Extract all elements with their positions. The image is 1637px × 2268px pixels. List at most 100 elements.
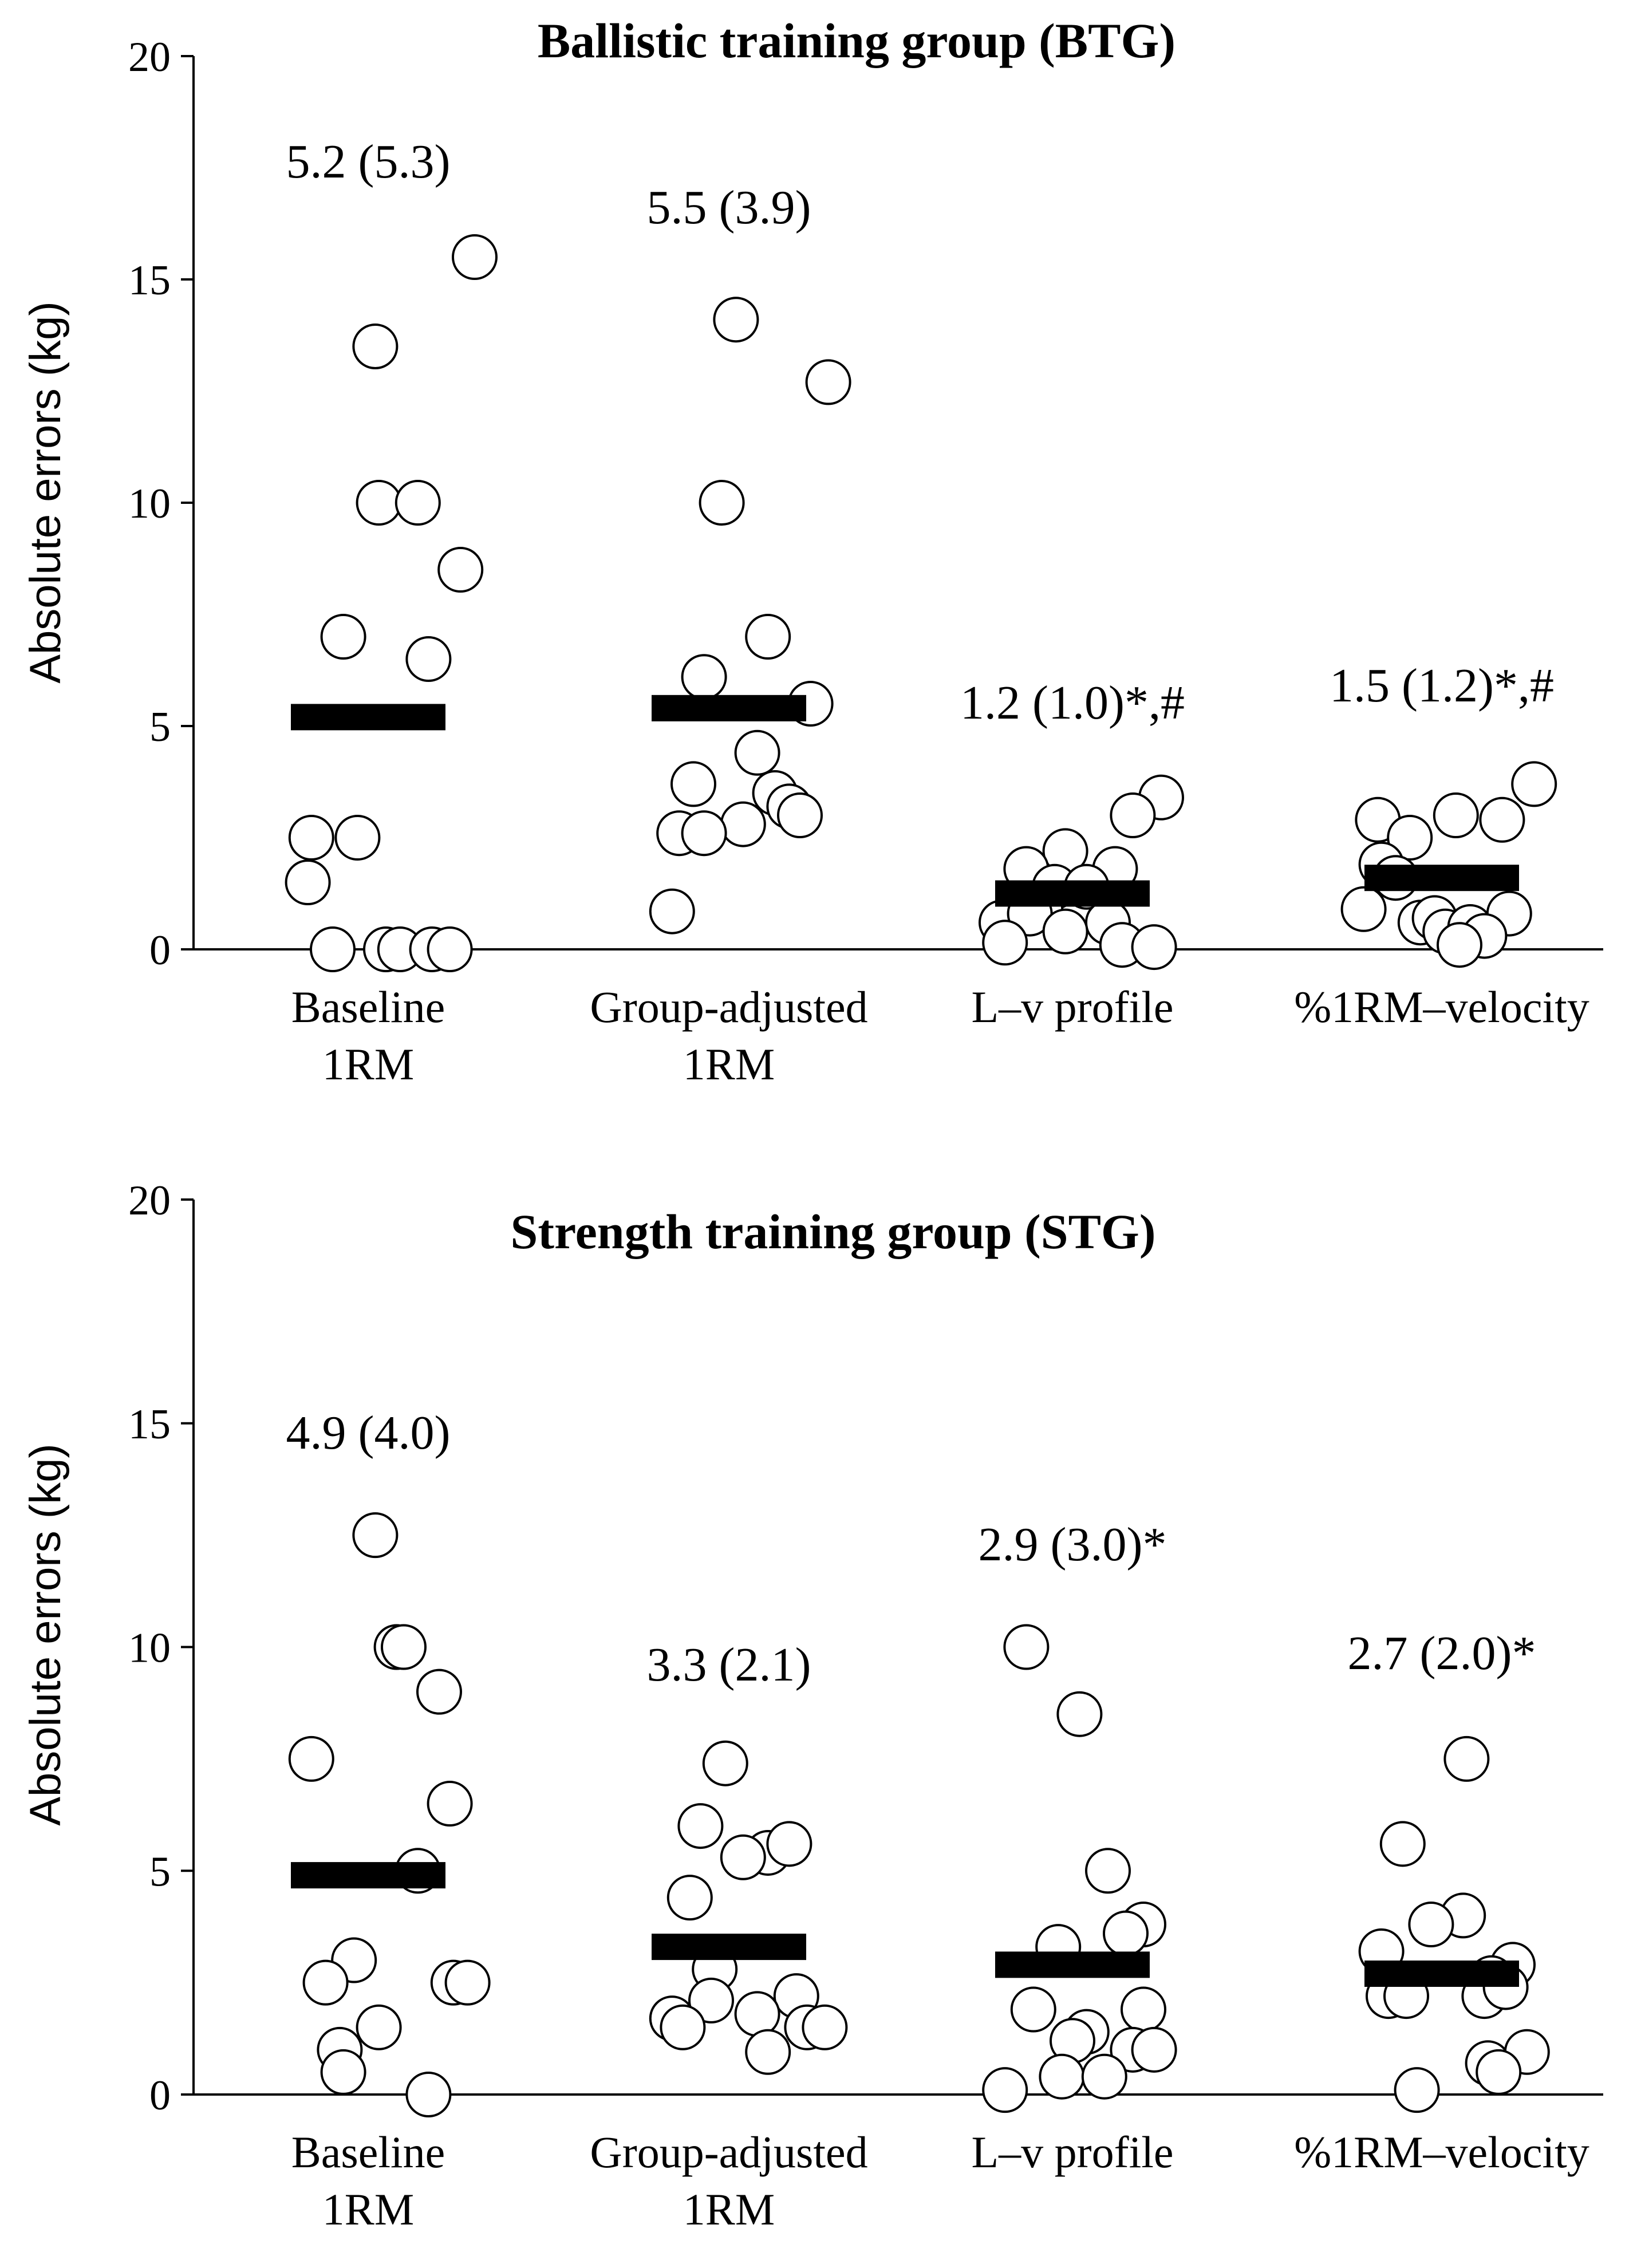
stg-category-label: Baseline	[291, 2127, 445, 2177]
btg-data-point	[352, 324, 399, 369]
stg-panel: Strength training group (STG) Absolute e…	[21, 1177, 1603, 2234]
stg-data-point	[288, 1735, 334, 1782]
btg-data-points	[285, 234, 1557, 972]
stg-data-point	[1039, 2053, 1085, 2100]
btg-y-ticks: 0 5 10 15 20	[128, 34, 194, 974]
btg-data-point	[427, 926, 473, 972]
btg-mean-bar	[995, 880, 1150, 907]
stg-mean-bar	[291, 1862, 445, 1889]
btg-mean-sd-annotation: 5.5 (3.9)	[647, 181, 811, 234]
btg-data-point	[1042, 908, 1088, 954]
btg-data-point	[1511, 761, 1557, 807]
btg-mean-bar	[1364, 865, 1519, 892]
stg-category-labels: Baseline 1RM Group-adjusted 1RM L–v profile%…	[291, 2127, 1589, 2234]
btg-y-tick-label: 20	[128, 34, 171, 81]
stg-data-point	[416, 1669, 462, 1715]
btg-y-tick-label: 10	[128, 480, 171, 527]
btg-y-tick-label: 5	[149, 704, 171, 751]
btg-category-label: %1RM–velocity	[1294, 982, 1589, 1032]
btg-data-point	[1479, 796, 1525, 843]
btg-data-point	[720, 801, 766, 847]
btg-data-point	[1387, 815, 1433, 861]
stg-mean-sd-annotation: 2.7 (2.0)*	[1348, 1627, 1536, 1680]
btg-data-point	[437, 547, 484, 593]
btg-data-point	[982, 920, 1028, 966]
stg-data-point	[1003, 1624, 1050, 1670]
stg-mean-sd-annotation: 2.9 (3.0)*	[979, 1518, 1167, 1571]
btg-data-point	[745, 614, 791, 660]
btg-y-tick-label: 0	[149, 927, 171, 974]
btg-category-label: 1RM	[322, 1039, 414, 1089]
btg-data-point	[285, 859, 331, 905]
stg-y-tick-label: 0	[149, 2072, 171, 2119]
btg-mean-sd-annotation: 5.2 (5.3)	[286, 135, 451, 188]
stg-y-tick-label: 10	[128, 1625, 171, 1672]
btg-data-point	[1110, 792, 1156, 838]
btg-mean-sd-annotation: 1.5 (1.2)*,#	[1330, 659, 1554, 712]
stg-mean-sd-annotation: 3.3 (2.1)	[647, 1638, 811, 1691]
stg-data-point	[802, 2004, 848, 2050]
stg-data-point	[702, 1740, 748, 1786]
btg-data-point	[681, 810, 727, 857]
stg-data-point	[734, 1991, 780, 2037]
btg-data-point	[805, 359, 851, 405]
btg-data-point	[1433, 792, 1479, 838]
btg-annotations: 5.2 (5.3) 5.5 (3.9) 1.2 (1.0)*,# 1.5 (1.2)*…	[286, 135, 1554, 729]
stg-data-point	[1379, 1821, 1426, 1867]
btg-panel: Ballistic training group (BTG) Absolute …	[21, 13, 1603, 1089]
btg-data-point	[681, 654, 727, 700]
stg-mean-sd-annotation: 4.9 (4.0)	[286, 1406, 451, 1460]
btg-y-axis-label: Absolute errors (kg)	[21, 301, 70, 683]
btg-category-label: Baseline	[291, 982, 445, 1032]
btg-data-point	[777, 792, 823, 838]
btg-chart-title: Ballistic training group (BTG)	[538, 13, 1176, 68]
btg-data-point	[334, 815, 381, 861]
stg-data-point	[766, 1821, 812, 1867]
btg-data-point	[395, 480, 441, 526]
stg-data-point	[1476, 2049, 1522, 2095]
btg-mean-bar	[291, 704, 445, 731]
stg-annotations: 4.9 (4.0) 3.3 (2.1) 2.9 (3.0)* 2.7 (2.0)*	[286, 1406, 1536, 1691]
btg-data-point	[1340, 886, 1387, 932]
btg-category-labels: Baseline 1RM Group-adjusted 1RM L–v profile%…	[291, 982, 1589, 1089]
stg-data-point	[982, 2067, 1028, 2113]
stg-data-point	[427, 1781, 473, 1827]
btg-category-label: Group-adjusted	[590, 982, 867, 1032]
stg-data-point	[1010, 1986, 1056, 2033]
stg-y-tick-label: 5	[149, 1848, 171, 1895]
stg-mean-bars	[291, 1862, 1519, 1987]
stg-data-point	[1056, 1691, 1103, 1737]
stg-y-ticks: 0 5 10 15 20	[128, 1177, 194, 2119]
stg-data-point	[320, 2049, 366, 2095]
stg-y-tick-label: 20	[128, 1177, 171, 1224]
stg-data-point	[745, 2029, 791, 2075]
stg-data-point	[1121, 1986, 1166, 2033]
stg-data-point	[1081, 2053, 1127, 2100]
stg-mean-bar	[652, 1934, 806, 1961]
btg-mean-bar	[652, 695, 806, 721]
stg-category-label: Group-adjusted	[590, 2127, 867, 2177]
stg-data-point	[302, 1959, 349, 2006]
stg-chart-title: Strength training group (STG)	[511, 1204, 1156, 1259]
btg-data-point	[1131, 924, 1177, 971]
stg-data-point	[1408, 1902, 1454, 1948]
stg-category-label: 1RM	[322, 2184, 414, 2234]
btg-data-point	[1437, 922, 1482, 968]
stg-data-point	[405, 2072, 452, 2117]
btg-data-point	[670, 761, 716, 807]
btg-data-point	[288, 815, 334, 861]
stg-data-points	[288, 1512, 1550, 2117]
btg-data-point	[356, 480, 402, 526]
stg-data-point	[1103, 1910, 1149, 1957]
stg-data-point	[444, 1959, 491, 2006]
stg-y-axis-label: Absolute errors (kg)	[21, 1443, 70, 1825]
stg-data-point	[688, 1977, 734, 2024]
btg-data-point	[310, 926, 356, 972]
btg-data-point	[452, 234, 498, 280]
stg-data-point	[381, 1624, 427, 1670]
btg-data-point	[649, 888, 695, 934]
btg-data-point	[320, 614, 366, 660]
stg-mean-bar	[1364, 1960, 1519, 1987]
btg-data-point	[734, 729, 780, 776]
